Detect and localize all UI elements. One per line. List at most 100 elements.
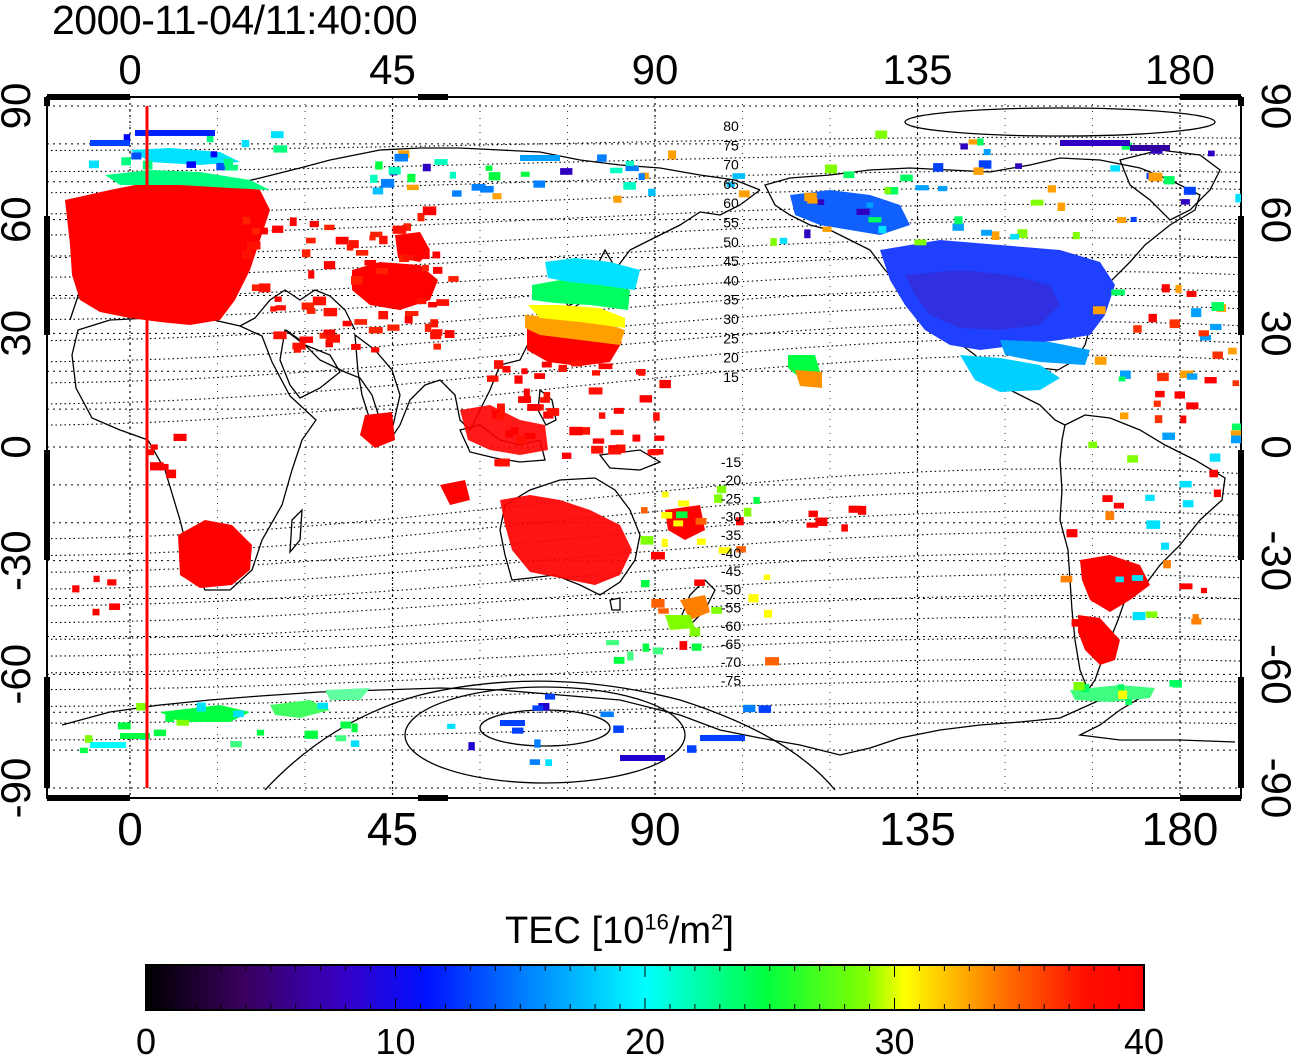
tec-sample [340, 721, 351, 729]
tec-sample [1088, 441, 1098, 449]
tec-sample [640, 172, 649, 180]
tec-sample [600, 711, 614, 718]
tec-sample [1186, 373, 1198, 380]
tec-sample [529, 759, 540, 765]
tec-sample [306, 308, 316, 314]
tec-sample [510, 427, 519, 435]
tec-sample [592, 370, 601, 376]
tec-sample [806, 522, 819, 528]
tec-sample [505, 430, 514, 438]
bottom-lon-label: 0 [117, 803, 143, 855]
tec-sample [1073, 682, 1085, 691]
tec-sample [743, 507, 752, 517]
tec-sample [658, 608, 669, 614]
tec-sample [977, 138, 984, 146]
tec-sample [492, 410, 499, 419]
tec-sample [700, 735, 745, 741]
tec-sample [468, 742, 475, 751]
tec-sample [1145, 494, 1155, 501]
contour-label: -35 [721, 527, 741, 543]
tec-sample [841, 524, 848, 532]
left-lat-label: 30 [0, 310, 39, 357]
tec-sample [422, 163, 431, 172]
tec-sample [403, 255, 415, 261]
tec-sample [404, 315, 413, 324]
contour-label: 80 [723, 118, 739, 134]
contour-label: -55 [721, 600, 741, 616]
map-title: 2000-11-04/11:40:00 [52, 0, 418, 43]
tec-sample [736, 546, 746, 553]
tec-sample [1133, 325, 1142, 333]
tec-sample [598, 363, 613, 370]
mag-lat-contour [47, 637, 1241, 674]
tec-sample [758, 705, 772, 713]
tec-sample [592, 438, 605, 444]
tec-sample [779, 237, 788, 244]
right-lat-label: 30 [1253, 310, 1292, 357]
tec-sample [251, 284, 259, 291]
tec-sample [1130, 145, 1170, 151]
tec-sample [434, 159, 448, 165]
tec-sample [514, 375, 523, 384]
tec-sample [370, 231, 383, 238]
tec-sample [804, 229, 811, 239]
tec-sample [1204, 377, 1217, 384]
south-pole-oval [479, 709, 611, 747]
tec-sample [224, 164, 238, 171]
tec-sample [520, 171, 530, 177]
tec-sample [1212, 351, 1223, 359]
tec-sample [1117, 684, 1125, 693]
tec-sample [1120, 412, 1129, 420]
tec-sample [369, 235, 376, 241]
tec-sample [981, 229, 992, 236]
tec-sample [480, 185, 494, 193]
tec-sample [1153, 400, 1161, 407]
tec-sample [661, 512, 673, 519]
tec-sample [1155, 390, 1165, 398]
tec-sample [317, 702, 329, 709]
tec-sample [1163, 176, 1175, 185]
tec-sample [718, 547, 731, 554]
tec-sample [274, 296, 282, 302]
tec-sample [661, 491, 669, 498]
tec-sample [405, 311, 419, 316]
tec-sample [938, 185, 948, 192]
contour-label: 65 [723, 176, 739, 192]
tec-sample [597, 154, 607, 162]
tec-sample [378, 311, 389, 320]
tec-sample [512, 727, 524, 734]
tec-sample [376, 268, 388, 275]
tec-sample [107, 579, 117, 586]
top-lon-label: 0 [118, 46, 141, 93]
tec-sample [497, 458, 510, 467]
tec-sample [676, 511, 688, 519]
tec-sample [875, 130, 888, 139]
tec-sample [432, 251, 441, 259]
tec-sample [1183, 186, 1196, 195]
tec-sample [523, 388, 530, 397]
tec-sample [960, 143, 968, 150]
tec-sample [351, 343, 361, 350]
tec-sample [1174, 391, 1185, 399]
tec-sample [371, 347, 380, 353]
tec-sample [569, 426, 583, 436]
tec-sample [1017, 229, 1028, 238]
tec-sample [323, 307, 338, 317]
top-lon-label: 90 [632, 46, 679, 93]
tec-sample [546, 408, 560, 416]
tec-sample [342, 320, 352, 327]
mag-lat-contour [47, 700, 1241, 724]
tec-sample [242, 250, 253, 260]
tec-sample [804, 192, 817, 202]
bottom-lon-label: 180 [1142, 803, 1219, 855]
tec-sample [639, 395, 653, 403]
tec-sample [539, 397, 550, 403]
tec-observations [65, 148, 1155, 722]
contour-label: -45 [721, 563, 741, 579]
tec-sample [173, 433, 187, 441]
colorbar-tick-label: 20 [625, 1021, 665, 1057]
tec-sample [422, 264, 429, 272]
tec-sample [653, 412, 660, 421]
right-lat-label: -90 [1253, 758, 1292, 819]
tec-sample [1030, 199, 1044, 206]
